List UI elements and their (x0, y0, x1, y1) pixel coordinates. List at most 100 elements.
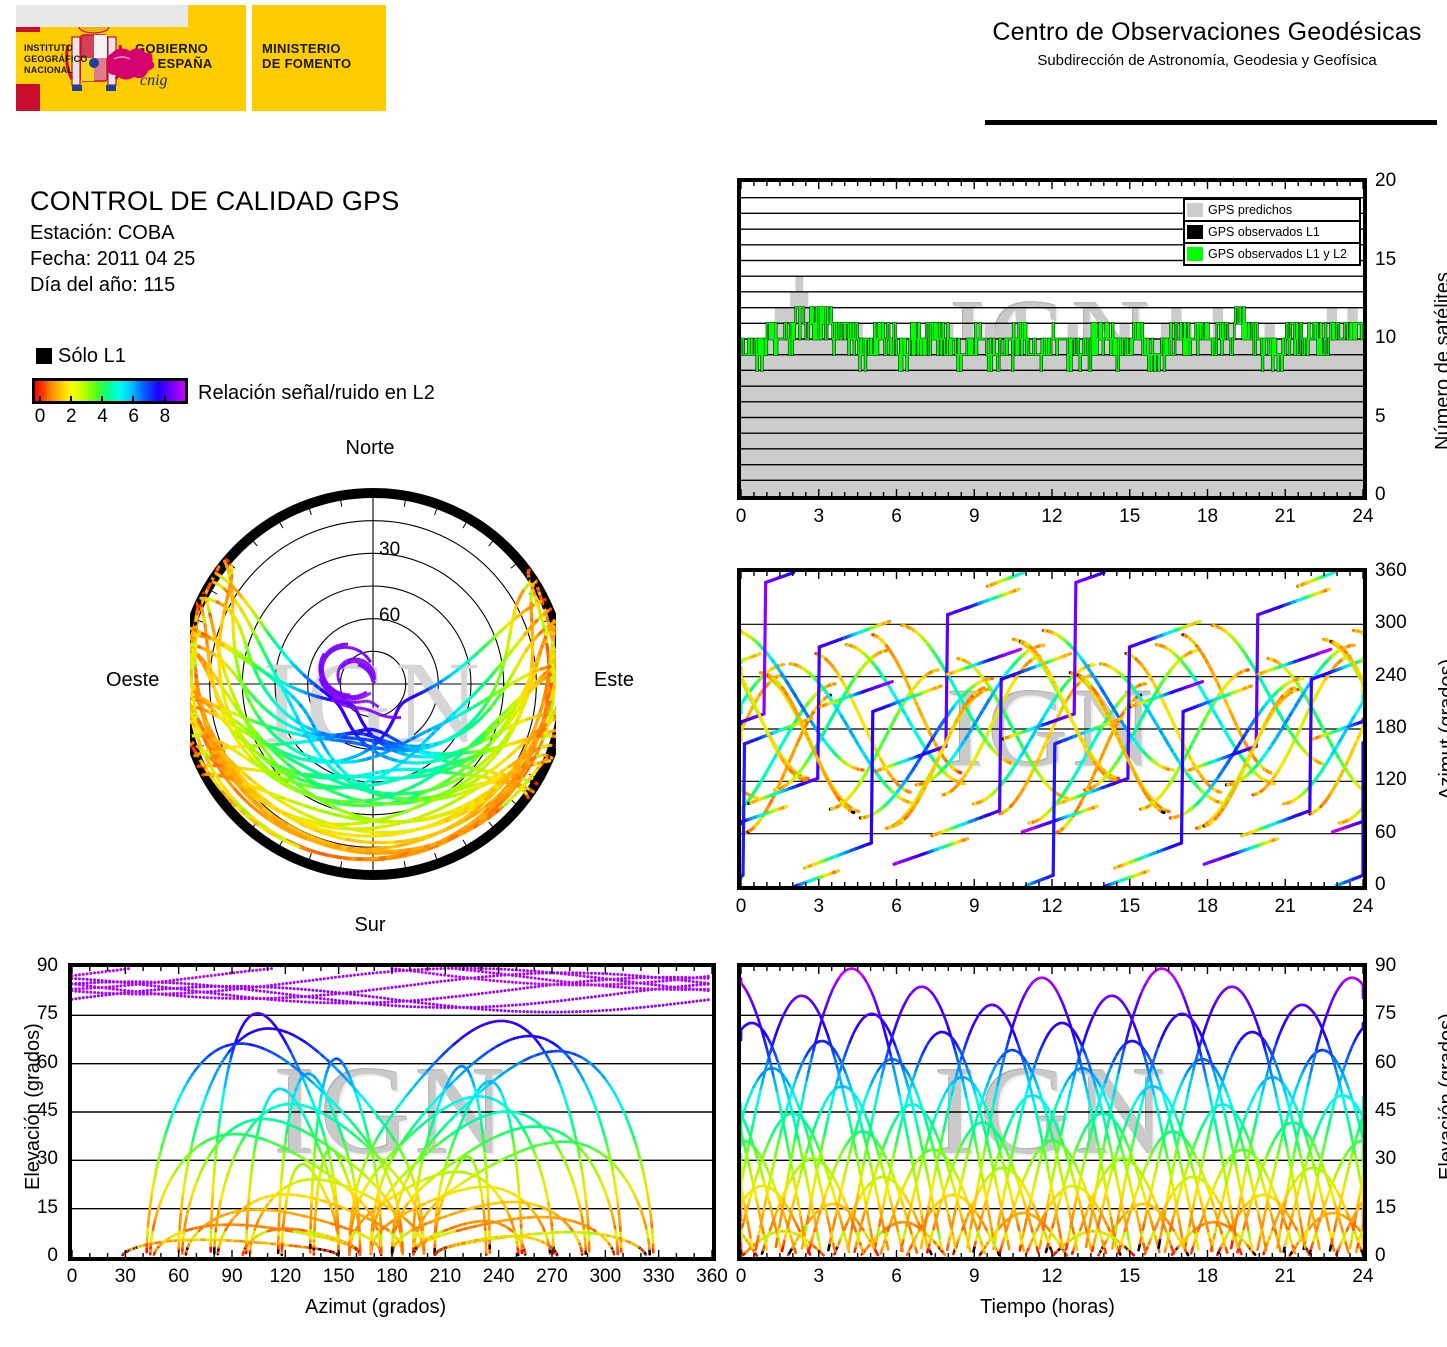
x-tick-label: 150 (323, 1266, 355, 1288)
y-tick-label: 120 (1375, 769, 1407, 791)
x-tick-label: 9 (969, 1266, 980, 1288)
skyplot-chart: IGN (190, 488, 556, 880)
y-tick-label: 30 (37, 1148, 58, 1170)
colorbar-tick-label: 8 (160, 406, 171, 428)
x-tick-label: 12 (1041, 506, 1062, 528)
ministerio-de-fomento-block: MINISTERIO DE FOMENTO (252, 5, 386, 111)
y-tick-label: 15 (1375, 1197, 1396, 1219)
elevation-vs-azimuth-plot-area: IGN (68, 963, 716, 1261)
organization-subtitle: Subdirección de Astronomía, Geodesia y G… (977, 52, 1437, 69)
x-tick-label: 21 (1275, 1266, 1296, 1288)
only-l1-legend: Sólo L1 (36, 345, 126, 368)
skyplot-east-label: Este (594, 669, 634, 692)
page-title: CONTROL DE CALIDAD GPS (30, 186, 510, 217)
skyplot-north-label: Norte (110, 437, 630, 460)
gobierno-label: GOBIERNO DE ESPAÑA (135, 41, 213, 71)
x-tick-label: 210 (429, 1266, 461, 1288)
x-tick-label: 300 (589, 1266, 621, 1288)
x-tick-label: 60 (168, 1266, 189, 1288)
y-tick-label: 10 (1375, 327, 1396, 349)
satellite-count-legend: GPS predichos GPS observados L1 GPS observ… (1183, 198, 1361, 266)
y-tick-label: 45 (1375, 1100, 1396, 1122)
page-header: ★ ★ ★ GOBIERNO DE ESPAÑA (0, 0, 1447, 135)
legend-row: GPS observados L1 (1185, 222, 1359, 244)
colorbar-caption: Relación señal/ruido en L2 (198, 382, 435, 405)
y-tick-label: 180 (1375, 717, 1407, 739)
x-tick-label: 3 (813, 506, 824, 528)
x-tick-label: 21 (1275, 896, 1296, 918)
x-tick-label: 21 (1275, 506, 1296, 528)
azimuth-vs-time-y-axis-title: Azimut (grados) (1436, 659, 1447, 800)
x-tick-label: 18 (1197, 506, 1218, 528)
y-tick-label: 20 (1375, 170, 1396, 192)
y-tick-label: 60 (1375, 822, 1396, 844)
x-tick-label: 3 (813, 1266, 824, 1288)
colorbar-tick-label: 2 (66, 406, 77, 428)
y-tick-label: 360 (1375, 560, 1407, 582)
x-tick-label: 3 (813, 896, 824, 918)
legend-swatch-icon (1187, 247, 1203, 261)
legend-label: GPS observados L1 y L2 (1208, 247, 1347, 261)
x-tick-label: 12 (1041, 896, 1062, 918)
x-tick-label: 9 (969, 506, 980, 528)
ministerio-label: MINISTERIO DE FOMENTO (262, 41, 351, 71)
x-tick-label: 240 (483, 1266, 515, 1288)
y-tick-label: 240 (1375, 665, 1407, 687)
elevation-vs-azimuth-x-axis-title: Azimut (grados) (305, 1296, 446, 1319)
x-tick-label: 0 (67, 1266, 78, 1288)
legend-swatch-icon (1187, 225, 1203, 239)
x-tick-label: 15 (1119, 896, 1140, 918)
organization-title-block: Centro de Observaciones Geodésicas Subdi… (977, 18, 1437, 69)
legend-row: GPS predichos (1185, 200, 1359, 222)
x-tick-label: 0 (736, 896, 747, 918)
x-tick-label: 0 (736, 1266, 747, 1288)
colorbar-tick (101, 396, 104, 403)
y-tick-label: 30 (1375, 1148, 1396, 1170)
legend-label: GPS observados L1 (1208, 225, 1320, 239)
header-divider (985, 120, 1437, 125)
y-tick-label: 90 (1375, 955, 1396, 977)
x-tick-label: 330 (643, 1266, 675, 1288)
ign-label: INSTITUTO GEOGRÁFICO NACIONAL (24, 43, 88, 76)
satellite-count-y-axis-title: Número de satélites (1432, 272, 1447, 450)
x-tick-label: 0 (736, 506, 747, 528)
y-tick-label: 60 (1375, 1052, 1396, 1074)
x-tick-label: 30 (115, 1266, 136, 1288)
colorbar-tick (163, 396, 166, 403)
colorbar-tick-label: 4 (97, 406, 108, 428)
skyplot-panel: Norte Sur Oeste Este IGN 30 60 (106, 437, 634, 937)
elevation-vs-time-plot-area: IGN (737, 963, 1367, 1261)
x-tick-label: 12 (1041, 1266, 1062, 1288)
y-tick-label: 300 (1375, 612, 1407, 634)
skyplot-ring-label-60: 60 (379, 605, 400, 627)
x-tick-label: 120 (269, 1266, 301, 1288)
snr-colorbar (32, 378, 188, 404)
legend-label: GPS predichos (1208, 203, 1292, 217)
day-of-year-label: Día del año: 115 (30, 274, 510, 297)
y-tick-label: 15 (37, 1197, 58, 1219)
y-tick-label: 5 (1375, 406, 1386, 428)
skyplot-ring-label-30: 30 (379, 539, 400, 561)
x-tick-label: 18 (1197, 1266, 1218, 1288)
x-tick-label: 6 (891, 896, 902, 918)
y-tick-label: 60 (37, 1052, 58, 1074)
report-info-block: CONTROL DE CALIDAD GPS Estación: COBA Fe… (30, 186, 510, 300)
y-tick-label: 75 (1375, 1003, 1396, 1025)
x-tick-label: 18 (1197, 896, 1218, 918)
x-tick-label: 9 (969, 896, 980, 918)
colorbar-tick (38, 396, 41, 403)
legend-swatch-icon (1187, 203, 1203, 217)
black-swatch-icon (36, 348, 52, 364)
y-tick-label: 15 (1375, 249, 1396, 271)
x-tick-label: 24 (1352, 1266, 1373, 1288)
station-label: Estación: COBA (30, 222, 510, 245)
azimuth-vs-time-plot-area: IGN (737, 568, 1367, 890)
x-tick-label: 270 (536, 1266, 568, 1288)
y-tick-label: 0 (1375, 484, 1386, 506)
svg-text:cnig: cnig (140, 72, 168, 89)
x-tick-label: 180 (376, 1266, 408, 1288)
institutional-logo-bar: ★ ★ ★ GOBIERNO DE ESPAÑA (16, 5, 546, 111)
